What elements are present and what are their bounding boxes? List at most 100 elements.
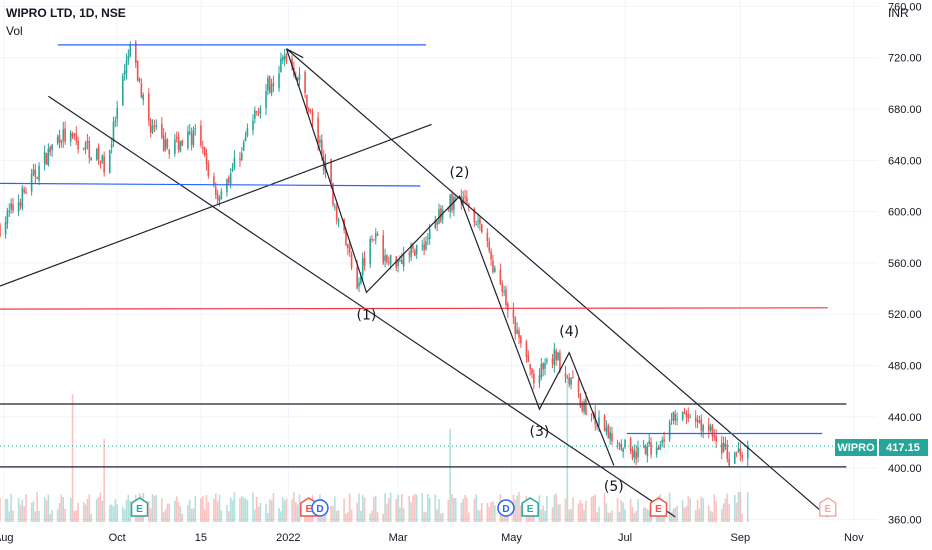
- volume-bar: [685, 506, 688, 522]
- trendline-black: [286, 48, 304, 59]
- currency-label: INR: [888, 6, 909, 20]
- candle: [10, 203, 12, 210]
- volume-bar: [242, 497, 245, 522]
- volume-bar: [60, 494, 63, 522]
- volume-bar: [77, 502, 79, 522]
- volume-bar: [585, 500, 587, 522]
- candle: [533, 373, 535, 384]
- candle: [572, 377, 574, 379]
- candle: [8, 210, 11, 212]
- volume-bar: [423, 511, 425, 522]
- candle: [648, 440, 650, 444]
- candle: [724, 443, 727, 446]
- candle: [676, 418, 678, 420]
- volume-bar: [192, 508, 195, 522]
- volume-bar: [181, 513, 184, 522]
- volume-bar: [386, 503, 388, 522]
- candle: [685, 413, 688, 417]
- candle: [103, 156, 105, 173]
- time-tick: 15: [195, 532, 207, 544]
- candle: [239, 158, 241, 161]
- volume-bar: [363, 497, 366, 522]
- price-tick: 680.00: [888, 104, 922, 116]
- volume-bar: [51, 509, 53, 522]
- volume-bar: [153, 496, 156, 522]
- volume-bar: [259, 502, 262, 522]
- volume-bar: [12, 510, 14, 522]
- candle: [672, 411, 675, 421]
- volume-bar: [698, 508, 701, 522]
- candle: [733, 452, 736, 464]
- trendline-black: [48, 95, 676, 518]
- volume-bar: [0, 497, 1, 522]
- volume-bar: [285, 498, 288, 522]
- volume-bar: [700, 496, 703, 522]
- volume-bar: [201, 496, 204, 522]
- volume-bar: [233, 492, 236, 522]
- candle: [332, 183, 334, 205]
- trendline-red: [0, 307, 828, 310]
- candle: [309, 109, 312, 113]
- volume-bar: [427, 493, 429, 522]
- volume-bar: [95, 499, 98, 522]
- candle: [382, 235, 384, 264]
- candle: [121, 75, 124, 106]
- candle: [674, 414, 677, 421]
- volume-bar: [166, 503, 169, 522]
- candle: [423, 243, 425, 251]
- candle: [233, 157, 236, 168]
- volume-bar: [551, 507, 554, 522]
- price-tick: 440.00: [888, 412, 922, 424]
- candle: [529, 364, 531, 369]
- candle: [369, 239, 371, 265]
- volume-bar: [337, 509, 340, 522]
- candle: [646, 446, 649, 456]
- candle: [579, 393, 582, 407]
- candle: [259, 108, 262, 114]
- chart-title: WIPRO LTD, 1D, NSE: [6, 6, 126, 20]
- volume-bar: [592, 495, 595, 522]
- last-price-label: 417.15: [886, 442, 920, 454]
- candle: [473, 208, 476, 223]
- candle: [376, 234, 379, 236]
- candle: [21, 187, 24, 208]
- volume-bar: [369, 513, 371, 522]
- volume-bar: [45, 500, 48, 522]
- candle: [698, 420, 701, 423]
- volume-bar: [272, 493, 275, 522]
- volume-bar: [47, 494, 50, 522]
- candle: [618, 444, 621, 446]
- dividend-marker: [311, 499, 329, 517]
- candle: [363, 258, 366, 266]
- candle: [257, 112, 260, 114]
- candle: [494, 267, 496, 272]
- price-tick: 360.00: [888, 514, 922, 526]
- candle: [265, 91, 267, 108]
- candle: [166, 139, 169, 148]
- candle: [64, 128, 66, 142]
- volume-bar: [490, 502, 492, 522]
- candle: [384, 255, 386, 261]
- volume-bar: [293, 492, 295, 522]
- candle: [311, 112, 314, 121]
- wave-path: [285, 48, 615, 466]
- volume-bar: [633, 513, 636, 522]
- volume-bar: [488, 507, 491, 522]
- volume-bar: [570, 508, 572, 522]
- candle: [71, 133, 74, 137]
- price-tick: 520.00: [888, 309, 922, 321]
- candle: [337, 219, 340, 222]
- volume-bar: [583, 510, 585, 522]
- candle: [220, 191, 223, 199]
- volume-bar: [218, 494, 221, 522]
- volume-bar: [389, 492, 392, 522]
- candle: [501, 283, 504, 293]
- time-axis[interactable]: Aug Oct 15 2022 Mar May Jul Sep Nov: [0, 532, 864, 544]
- candle: [631, 449, 634, 459]
- volume-bar: [56, 509, 59, 522]
- price-axis[interactable]: 360.00 400.00 440.00 480.00 520.00 560.00 600.…: [888, 1, 922, 526]
- volume-bar: [516, 495, 518, 522]
- candle: [739, 448, 742, 456]
